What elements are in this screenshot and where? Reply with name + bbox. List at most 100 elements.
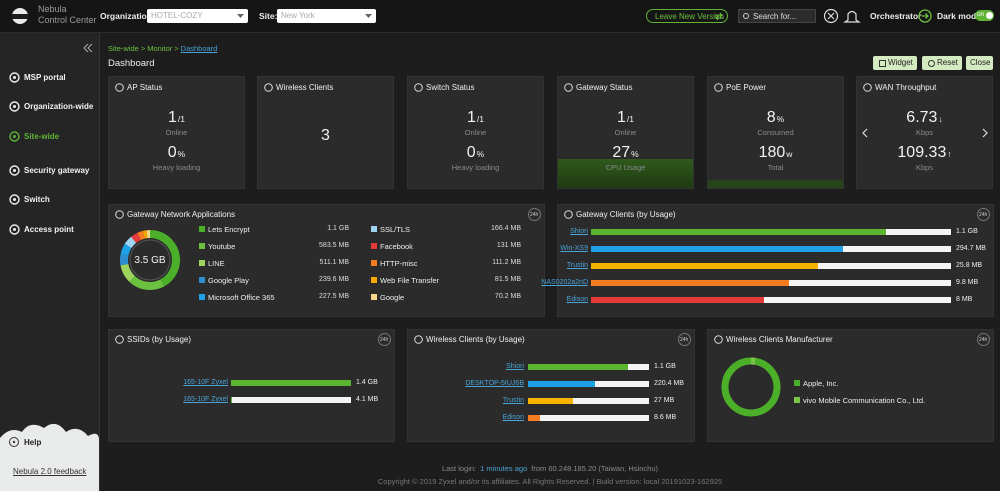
stat-caption: Kbps (915, 163, 934, 172)
usage-bar-track (591, 297, 951, 303)
usage-value: 8.6 MB (654, 414, 677, 421)
org-value: HOTEL-COZY (151, 11, 203, 20)
badge-label: 24h (530, 212, 539, 218)
org-select[interactable]: HOTEL-COZY (147, 9, 248, 23)
dark-mode-toggle[interactable]: on (975, 10, 994, 21)
nav-icon (9, 131, 20, 142)
legend-swatch (371, 294, 377, 300)
nav-item[interactable]: Organization-wide (0, 99, 99, 113)
action-button[interactable]: Reset (922, 56, 962, 70)
top-bar: Nebula Control Center Organization: HOTEL-C… (0, 0, 1000, 33)
usage-bar (528, 364, 628, 370)
nav-icon (9, 101, 20, 112)
client-name[interactable]: Shiori (506, 363, 524, 370)
badge-label: 24h (680, 337, 689, 343)
legend-swatch (371, 226, 377, 232)
logo-band (12, 14, 28, 19)
client-name[interactable]: Edison (502, 414, 524, 421)
nav-label: Organization-wide (24, 102, 94, 111)
time-badge[interactable]: 24h (678, 333, 691, 346)
card-icon (564, 83, 573, 92)
nav-label: Switch (24, 195, 50, 204)
stat-caption: Total (767, 163, 784, 172)
legend-swatch (371, 277, 377, 283)
stat-caption: Online (614, 128, 637, 137)
search-box[interactable]: Search for... (738, 9, 816, 23)
client-name[interactable]: Win-XS9 (560, 245, 588, 252)
nav-item[interactable]: Access point (0, 222, 99, 236)
widget-card: Gateway Clients (by Usage) 24h Shiori 1.1 G… (541, 204, 994, 317)
nav-icon-dot (13, 105, 16, 108)
feedback-link[interactable]: Nebula 2.0 feedback (13, 467, 87, 476)
stat: 6.73↓ (857, 109, 992, 127)
button-label: Widget (888, 58, 913, 67)
status-card: PoE Power 8% Consumed 180w Total (707, 76, 844, 189)
breadcrumb-item[interactable]: Monitor (147, 44, 173, 53)
nav-item[interactable]: MSP portal (0, 70, 99, 84)
client-name[interactable]: DESKTOP-5IUJ6B (465, 380, 524, 387)
card-title: Gateway Clients (by Usage) (576, 210, 676, 219)
stat-value: 1 (617, 109, 626, 126)
help-icon (9, 437, 19, 447)
manufacturer-name: Apple, Inc. (803, 379, 839, 388)
widget-card: SSIDs (by Usage) 24h 165-10F Zyxel 1.4 GB 16… (108, 329, 395, 442)
brand: Nebula (38, 4, 67, 14)
status-card: AP Status 1/1 Online 0% Heavy loading (108, 76, 245, 189)
breadcrumb-item[interactable]: Dashboard (180, 44, 218, 53)
client-name[interactable]: 165-10F Zyxel (183, 379, 228, 386)
status-card: Wireless Clients 3 (257, 76, 394, 189)
manufacturer-name: vivo Mobile Communication Co., Ltd. (803, 396, 926, 405)
stat-value: 0 (466, 144, 476, 161)
usage-value: 1.1 GB (654, 363, 676, 370)
last-login: Last login: 1 minutes ago from 60.248.185.… (100, 464, 1000, 473)
time-badge[interactable]: 24h (378, 333, 391, 346)
app-name: SSL/TLS (380, 225, 411, 234)
stat-value: 27 (612, 144, 631, 161)
page-title: Dashboard (108, 58, 155, 69)
help-link[interactable]: Help (24, 438, 42, 447)
breadcrumb-separator: > (140, 44, 146, 53)
leave-button[interactable]: Leave New Version (646, 9, 728, 23)
client-name[interactable]: Trustin (502, 397, 524, 404)
site-select[interactable]: New York (277, 9, 376, 23)
usage-value: 8 MB (956, 296, 973, 303)
nav-item[interactable]: Site-wide (0, 129, 99, 143)
card-icon-shape (564, 83, 573, 92)
client-name[interactable]: Trustin (566, 262, 588, 269)
app-usage: 511.1 MB (319, 259, 349, 266)
client-name[interactable]: 165-10F Zyxel (183, 396, 228, 403)
usage-value: 220.4 MB (654, 380, 684, 387)
card-icon-shape (115, 210, 124, 219)
stat: 0% (109, 144, 244, 162)
stat-unit: ↓ (938, 114, 943, 124)
client-name[interactable]: Edison (566, 296, 588, 303)
time-badge[interactable]: 24h (528, 208, 541, 221)
stat-caption: CPU Usage (605, 163, 646, 172)
search-icon (743, 13, 749, 19)
badge-label: 24h (380, 337, 389, 343)
lens (743, 13, 749, 19)
breadcrumb-item[interactable]: Site-wide (108, 44, 139, 53)
usage-bar-track (231, 397, 351, 403)
stat-unit: % (177, 149, 186, 159)
action-button[interactable]: Close (966, 56, 993, 70)
stat: 1/1 (408, 109, 543, 127)
card-title: Gateway Network Applications (127, 210, 236, 219)
button-icon (879, 60, 886, 67)
action-button[interactable]: Widget (873, 56, 917, 70)
client-name[interactable]: NAS0202a2nD (541, 279, 588, 286)
time-badge[interactable]: 24h (977, 333, 990, 346)
usage-bar (528, 415, 540, 421)
legend-swatch (371, 243, 377, 249)
last-login-ago: 1 minutes ago (480, 464, 528, 473)
time-badge[interactable]: 24h (977, 208, 990, 221)
nav-item[interactable]: Switch (0, 192, 99, 206)
card-icon (115, 83, 124, 92)
card-icon (414, 335, 423, 344)
nav-label: Site-wide (24, 132, 60, 141)
nav-item[interactable]: Security gateway (0, 163, 99, 177)
card-title: Switch Status (426, 83, 475, 92)
button-glyph (879, 60, 886, 67)
client-name[interactable]: Shiori (570, 228, 588, 235)
app-usage: 583.5 MB (319, 242, 349, 249)
